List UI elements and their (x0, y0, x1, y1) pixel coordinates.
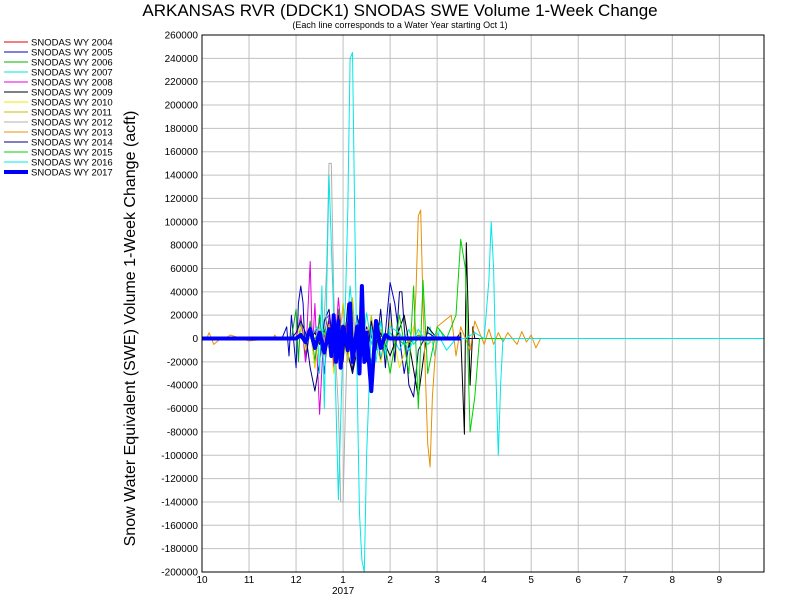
x-tick-label: 1 (340, 575, 346, 586)
y-tick-label: 220000 (165, 77, 199, 88)
y-tick-label: 240000 (165, 54, 199, 65)
legend-label: SNODAS WY 2004 (31, 38, 113, 49)
legend-label: SNODAS WY 2010 (31, 98, 113, 109)
legend-label: SNODAS WY 2014 (31, 138, 113, 149)
legend-label: SNODAS WY 2016 (31, 158, 113, 169)
y-tick-label: -140000 (161, 497, 198, 508)
y-tick-label: 140000 (165, 171, 199, 182)
series-line-2 (202, 308, 764, 363)
y-tick-label: -100000 (161, 451, 198, 462)
legend-label: SNODAS WY 2017 (31, 168, 113, 179)
y-tick-label: 120000 (165, 194, 199, 205)
y-tick-label: 20000 (170, 311, 198, 322)
y-tick-label: 100000 (165, 217, 199, 228)
grid (202, 34, 764, 573)
y-tick-label: -200000 (161, 568, 198, 579)
series-line-8 (202, 162, 764, 503)
x-tick-label: 10 (196, 575, 208, 586)
x-tick-label: 8 (670, 575, 676, 586)
y-tick-label: -160000 (161, 521, 198, 532)
x-tick-label: 6 (575, 575, 581, 586)
x-tick-label: 9 (717, 575, 723, 586)
x-tick-label: 11 (244, 575, 255, 586)
series-layer (202, 52, 764, 573)
y-tick-label: 40000 (170, 287, 198, 298)
legend-label: SNODAS WY 2007 (31, 68, 113, 79)
legend-label: SNODAS WY 2009 (31, 88, 113, 99)
series-line-3 (202, 285, 764, 363)
x-tick-label: 2 (387, 575, 393, 586)
y-tick-label: 60000 (170, 264, 198, 275)
chart-title: ARKANSAS RVR (DDCK1) SNODAS SWE Volume 1… (142, 1, 658, 20)
x-tick-label: 4 (481, 575, 487, 586)
chart-subtitle: (Each line corresponds to a Water Year s… (292, 20, 508, 30)
series-line-1 (202, 282, 764, 374)
legend-label: SNODAS WY 2008 (31, 78, 113, 89)
y-tick-label: 180000 (165, 124, 199, 135)
x-tick-label: 5 (528, 575, 534, 586)
y-tick-label: 80000 (170, 241, 198, 252)
plot-frame (201, 34, 765, 573)
y-tick-label: 200000 (165, 101, 199, 112)
series-line-13 (202, 284, 461, 394)
y-tick-label: -80000 (167, 427, 199, 438)
y-axis-label: Snow Water Equivalent (SWE) Volume 1-Wee… (122, 111, 139, 547)
x-tick-label: 12 (290, 575, 302, 586)
y-tick-label: -20000 (167, 357, 199, 368)
y-tick-label: -40000 (167, 381, 199, 392)
series-line-12 (202, 52, 764, 573)
y-tick-label: -120000 (161, 474, 198, 485)
legend-label: SNODAS WY 2011 (31, 108, 112, 119)
y-tick-label: 0 (192, 334, 198, 345)
y-tick-label: 260000 (165, 31, 199, 42)
x-tick-label: 7 (622, 575, 628, 586)
y-tick-label: -180000 (161, 544, 198, 555)
x-tick-label: 3 (434, 575, 440, 586)
y-tick-label: 160000 (165, 147, 199, 158)
series-line-10 (202, 291, 764, 398)
legend-label: SNODAS WY 2015 (31, 148, 113, 159)
y-axis-ticks: -200000-180000-160000-140000-120000-1000… (161, 31, 198, 579)
legend-label: SNODAS WY 2005 (31, 48, 113, 59)
legend-label: SNODAS WY 2013 (31, 128, 113, 139)
x-axis-ticks: 10 11 12 1 2 3 4 5 6 7 8 9 (196, 575, 722, 586)
y-tick-label: -60000 (167, 404, 199, 415)
legend-label: SNODAS WY 2006 (31, 58, 113, 69)
x-year-label: 2017 (332, 586, 355, 597)
series-line-7 (202, 297, 764, 369)
legend-label: SNODAS WY 2012 (31, 118, 113, 129)
